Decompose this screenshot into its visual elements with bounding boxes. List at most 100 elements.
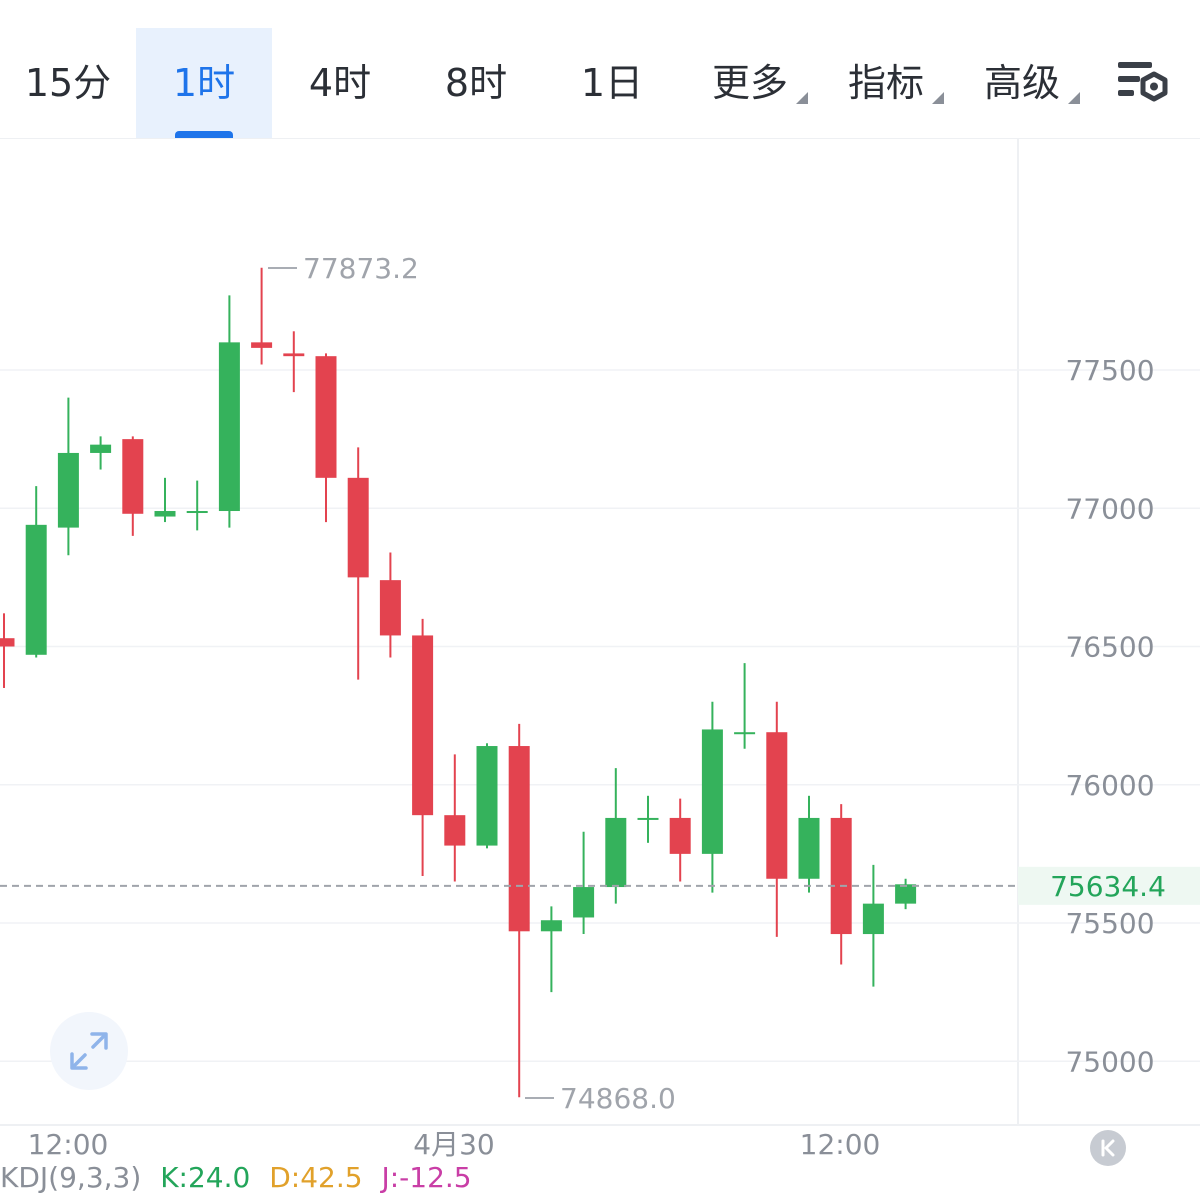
y-tick-label: 77500 xyxy=(1065,354,1154,387)
high-price-label: 77873.2 xyxy=(303,252,419,285)
fullscreen-button[interactable] xyxy=(50,1012,128,1090)
tab-more[interactable]: 更多 xyxy=(710,28,808,138)
candle xyxy=(798,795,820,893)
tab-label: 15分 xyxy=(24,61,112,105)
candle xyxy=(412,618,434,876)
candle xyxy=(540,906,562,993)
candle xyxy=(701,701,723,893)
last-price-marker: 75634.4 xyxy=(0,866,1200,905)
y-tick-label: 76000 xyxy=(1065,769,1154,802)
active-tab-indicator xyxy=(175,131,233,138)
candle xyxy=(0,613,15,688)
candle xyxy=(734,663,756,749)
candle-body xyxy=(444,815,466,846)
y-tick-label: 75000 xyxy=(1065,1045,1154,1078)
candles xyxy=(0,267,917,1098)
candle-body xyxy=(830,817,852,935)
candle-body xyxy=(186,511,208,514)
dropdown-caret-icon xyxy=(796,92,808,104)
tab-15m[interactable]: 15分 xyxy=(0,28,136,138)
tab-advanced[interactable]: 高级 xyxy=(982,28,1080,138)
candle-body xyxy=(669,817,691,854)
tab-8h[interactable]: 8时 xyxy=(408,28,544,138)
tab-label: 8时 xyxy=(444,61,508,105)
candle-body xyxy=(218,342,240,512)
x-tick-label: 4月30 xyxy=(413,1128,494,1161)
candle-body xyxy=(0,638,15,647)
last-price-tag xyxy=(1018,866,1200,905)
candle xyxy=(573,831,595,935)
tab-label: 更多 xyxy=(711,61,788,105)
candle-body xyxy=(637,817,659,820)
gridlines xyxy=(0,369,1200,1062)
candle-body xyxy=(476,746,498,846)
candle xyxy=(669,798,691,882)
tab-4h[interactable]: 4时 xyxy=(272,28,408,138)
candle-body xyxy=(540,920,562,932)
x-tick-label: 12:00 xyxy=(800,1128,881,1161)
candle-body xyxy=(605,817,627,888)
candle xyxy=(25,486,47,658)
candle-body xyxy=(412,635,434,816)
scroll-to-latest-icon xyxy=(1101,1139,1115,1157)
candle xyxy=(862,864,884,987)
time-axis: 12:00 4月30 12:00 xyxy=(28,1128,881,1161)
low-price-label: 74868.0 xyxy=(560,1082,676,1115)
candle xyxy=(283,331,305,393)
candle xyxy=(508,723,530,1098)
candle-body xyxy=(862,903,884,935)
candle-body xyxy=(57,452,79,528)
tab-label: 1时 xyxy=(172,61,236,105)
tab-1h[interactable]: 1时 xyxy=(136,28,272,138)
indicator-readout: KDJ(9,3,3) K:24.0 D:42.5 J:-12.5 xyxy=(0,1163,1200,1193)
y-tick-label: 77000 xyxy=(1065,492,1154,525)
candle xyxy=(186,480,208,531)
timeframe-toolbar: 15分 1时 4时 8时 1日 更多 指标 高级 xyxy=(0,0,1200,139)
candle xyxy=(315,353,337,523)
candle-body xyxy=(379,580,401,636)
candle-body xyxy=(701,729,723,854)
candle-body xyxy=(283,353,305,357)
candle xyxy=(154,477,176,523)
candlestick-chart[interactable]: 77873.2 74868.0 75634.4 77500 77000 7650… xyxy=(0,138,1200,1178)
dropdown-caret-icon xyxy=(932,92,944,104)
x-tick-label: 12:00 xyxy=(28,1128,109,1161)
tab-1d[interactable]: 1日 xyxy=(544,28,680,138)
candle-body xyxy=(90,444,112,453)
candle xyxy=(637,795,659,843)
candle xyxy=(605,768,627,904)
candle-body xyxy=(25,524,47,655)
tab-label: 4时 xyxy=(308,61,372,105)
candle-body xyxy=(895,884,917,904)
expand-arrows-icon xyxy=(70,1032,108,1070)
scroll-to-latest-button[interactable] xyxy=(1090,1130,1126,1166)
candle xyxy=(379,552,401,658)
candle-body xyxy=(573,887,595,918)
tab-label: 指标 xyxy=(847,61,924,105)
candle xyxy=(347,447,369,680)
candle-body xyxy=(251,342,273,348)
extreme-labels: 77873.2 74868.0 xyxy=(268,252,676,1115)
candle xyxy=(444,754,466,882)
candle xyxy=(476,743,498,849)
candle-body xyxy=(798,817,820,879)
candle-body xyxy=(154,511,176,517)
tab-label: 高级 xyxy=(983,61,1060,105)
candle-body xyxy=(122,439,144,514)
candle xyxy=(57,397,79,556)
last-price-label: 75634.4 xyxy=(1050,870,1166,903)
y-tick-label: 76500 xyxy=(1065,631,1154,664)
candle xyxy=(766,701,788,937)
candle-body xyxy=(734,732,756,735)
candle xyxy=(218,295,240,528)
tab-label: 1日 xyxy=(580,61,644,105)
candle xyxy=(251,267,273,365)
candle-body xyxy=(315,356,337,478)
candle xyxy=(90,436,112,470)
dropdown-caret-icon xyxy=(1068,92,1080,104)
y-tick-label: 75500 xyxy=(1065,907,1154,940)
tab-indicators[interactable]: 指标 xyxy=(846,28,944,138)
candle-body xyxy=(508,746,530,932)
chart-settings-icon[interactable] xyxy=(1116,58,1172,110)
candle-body xyxy=(766,732,788,879)
